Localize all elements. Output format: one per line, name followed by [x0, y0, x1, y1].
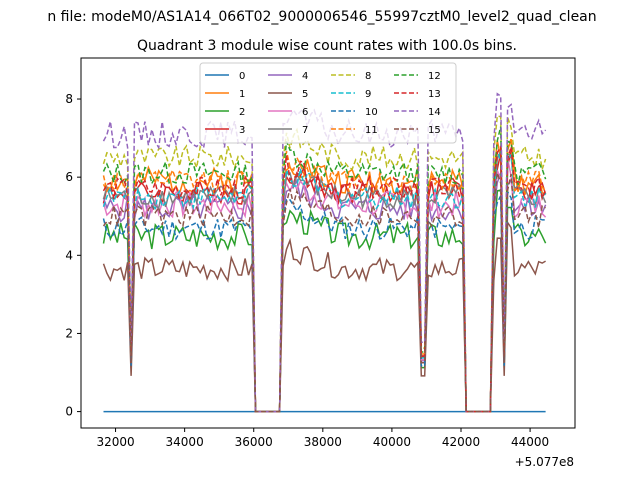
x-axis: 32000 34000 36000 38000 40000 42000 44000 — [96, 428, 549, 449]
legend-label-3: 3 — [239, 125, 245, 136]
legend-label-11: 11 — [365, 125, 378, 136]
series-line-5 — [102, 220, 546, 413]
series-line-7 — [102, 150, 547, 413]
legend-label-13: 13 — [428, 89, 441, 100]
legend-label-15: 15 — [428, 125, 441, 136]
y-tick-label: 0 — [65, 405, 73, 419]
legend-label-2: 2 — [239, 107, 245, 118]
x-tick-label: 42000 — [442, 435, 480, 449]
series-line-2 — [102, 189, 547, 413]
x-tick-label: 40000 — [373, 435, 411, 449]
y-tick-label: 4 — [65, 248, 73, 262]
legend-label-7: 7 — [302, 125, 308, 136]
y-tick-label: 6 — [65, 170, 73, 184]
y-tick-label: 2 — [65, 326, 73, 340]
y-tick-label: 8 — [65, 92, 73, 106]
legend-box — [199, 62, 457, 144]
legend-label-0: 0 — [239, 71, 245, 82]
legend-label-8: 8 — [365, 71, 371, 82]
x-tick-label: 32000 — [96, 435, 134, 449]
legend-label-5: 5 — [302, 89, 308, 100]
series-line-1 — [102, 138, 546, 413]
x-offset-label: +5.077e8 — [515, 455, 574, 469]
x-tick-label: 44000 — [511, 435, 549, 449]
y-axis: 0 2 4 6 8 — [65, 92, 81, 419]
plot-frame — [80, 57, 576, 429]
series-line-15 — [102, 172, 546, 413]
legend-label-4: 4 — [302, 71, 308, 82]
suptitle: n file: modeM0/AS1A14_066T02_9000006546_… — [47, 9, 596, 25]
legend-label-10: 10 — [365, 107, 378, 118]
legend-label-1: 1 — [239, 89, 245, 100]
x-tick-label: 34000 — [166, 435, 204, 449]
series-line-10 — [102, 189, 546, 413]
series-layer — [102, 92, 547, 413]
legend-label-6: 6 — [302, 107, 308, 118]
legend-label-9: 9 — [365, 89, 371, 100]
chart-title: Quadrant 3 module wise count rates with … — [137, 38, 517, 54]
x-tick-label: 36000 — [235, 435, 273, 449]
legend-label-14: 14 — [428, 107, 441, 118]
legend-label-12: 12 — [428, 71, 441, 82]
x-tick-label: 38000 — [304, 435, 342, 449]
